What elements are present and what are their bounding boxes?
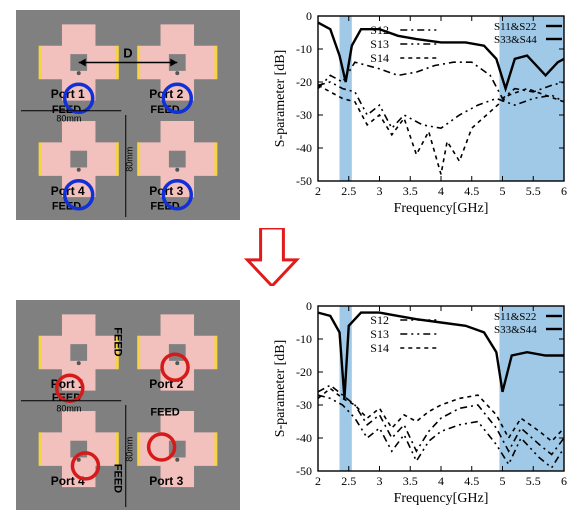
svg-text:80mm: 80mm [56,113,81,123]
svg-text:-40: -40 [296,431,312,445]
svg-text:S13: S13 [370,37,389,51]
svg-text:2.5: 2.5 [341,474,356,488]
svg-text:S14: S14 [370,51,389,65]
antenna-top: DPort 1Port 2Port 4Port 3FEEDFEEDFEEDFEE… [16,10,240,220]
svg-text:FEED: FEED [112,327,124,356]
svg-text:Port 3: Port 3 [149,474,183,488]
svg-text:2: 2 [315,474,321,488]
svg-text:S13: S13 [370,327,389,341]
svg-text:S33&S44: S33&S44 [494,34,537,46]
svg-text:S33&S44: S33&S44 [494,324,537,336]
svg-text:Frequency[GHz]: Frequency[GHz] [394,491,489,505]
svg-text:S14: S14 [370,341,389,355]
svg-text:80mm: 80mm [124,437,134,462]
svg-text:6: 6 [561,184,567,198]
sparam-chart-top: 2 2.5 3 3.5 4 4.5 5 5.5 6 0 -10 -20 -30 -40 -50 Frequen… [270,10,570,215]
svg-text:4.5: 4.5 [464,474,479,488]
svg-text:FEED: FEED [150,407,179,419]
svg-text:4: 4 [438,184,444,198]
svg-text:4: 4 [438,474,444,488]
svg-text:6: 6 [561,474,567,488]
transition-arrow-icon [242,228,302,286]
svg-text:-50: -50 [296,174,312,188]
svg-text:2: 2 [315,184,321,198]
svg-text:-30: -30 [296,108,312,122]
svg-text:S11&S22: S11&S22 [494,21,536,33]
svg-text:0: 0 [306,10,312,23]
svg-text:-30: -30 [296,398,312,412]
svg-text:-20: -20 [296,365,312,379]
svg-text:4.5: 4.5 [464,184,479,198]
svg-text:FEED: FEED [112,464,124,493]
figure-page: DPort 1Port 2Port 4Port 3FEEDFEEDFEEDFEE… [0,0,581,517]
svg-text:-10: -10 [296,332,312,346]
svg-text:D: D [123,46,132,61]
svg-text:3: 3 [377,184,383,198]
svg-text:5: 5 [500,474,506,488]
svg-text:80mm: 80mm [56,403,81,413]
svg-text:5.5: 5.5 [526,184,541,198]
svg-text:80mm: 80mm [124,147,134,172]
svg-text:Frequency[GHz]: Frequency[GHz] [394,201,489,215]
svg-text:0: 0 [306,300,312,313]
antenna-bottom: Port 1Port 2Port 4Port 3FEEDFEEDFEEDFEED… [16,300,240,510]
svg-text:-40: -40 [296,141,312,155]
svg-text:5.5: 5.5 [526,474,541,488]
svg-text:3.5: 3.5 [403,184,418,198]
svg-text:5: 5 [500,184,506,198]
svg-text:S11&S22: S11&S22 [494,311,536,323]
svg-text:3: 3 [377,474,383,488]
svg-text:S-parameter [dB]: S-parameter [dB] [273,340,288,438]
svg-text:S12: S12 [370,313,389,327]
sparam-chart-bottom: 2 2.5 3 3.5 4 4.5 5 5.5 6 0 -10 -20 -30 -40 -50 Frequen… [270,300,570,505]
svg-text:S-parameter [dB]: S-parameter [dB] [273,50,288,148]
svg-text:3.5: 3.5 [403,474,418,488]
svg-text:-10: -10 [296,42,312,56]
svg-text:S12: S12 [370,23,389,37]
svg-text:2.5: 2.5 [341,184,356,198]
svg-text:-50: -50 [296,464,312,478]
svg-text:-20: -20 [296,75,312,89]
